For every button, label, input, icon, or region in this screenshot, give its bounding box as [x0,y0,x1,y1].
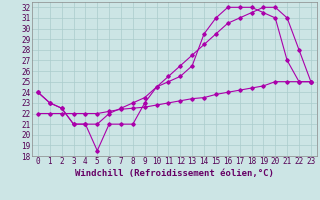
X-axis label: Windchill (Refroidissement éolien,°C): Windchill (Refroidissement éolien,°C) [75,169,274,178]
